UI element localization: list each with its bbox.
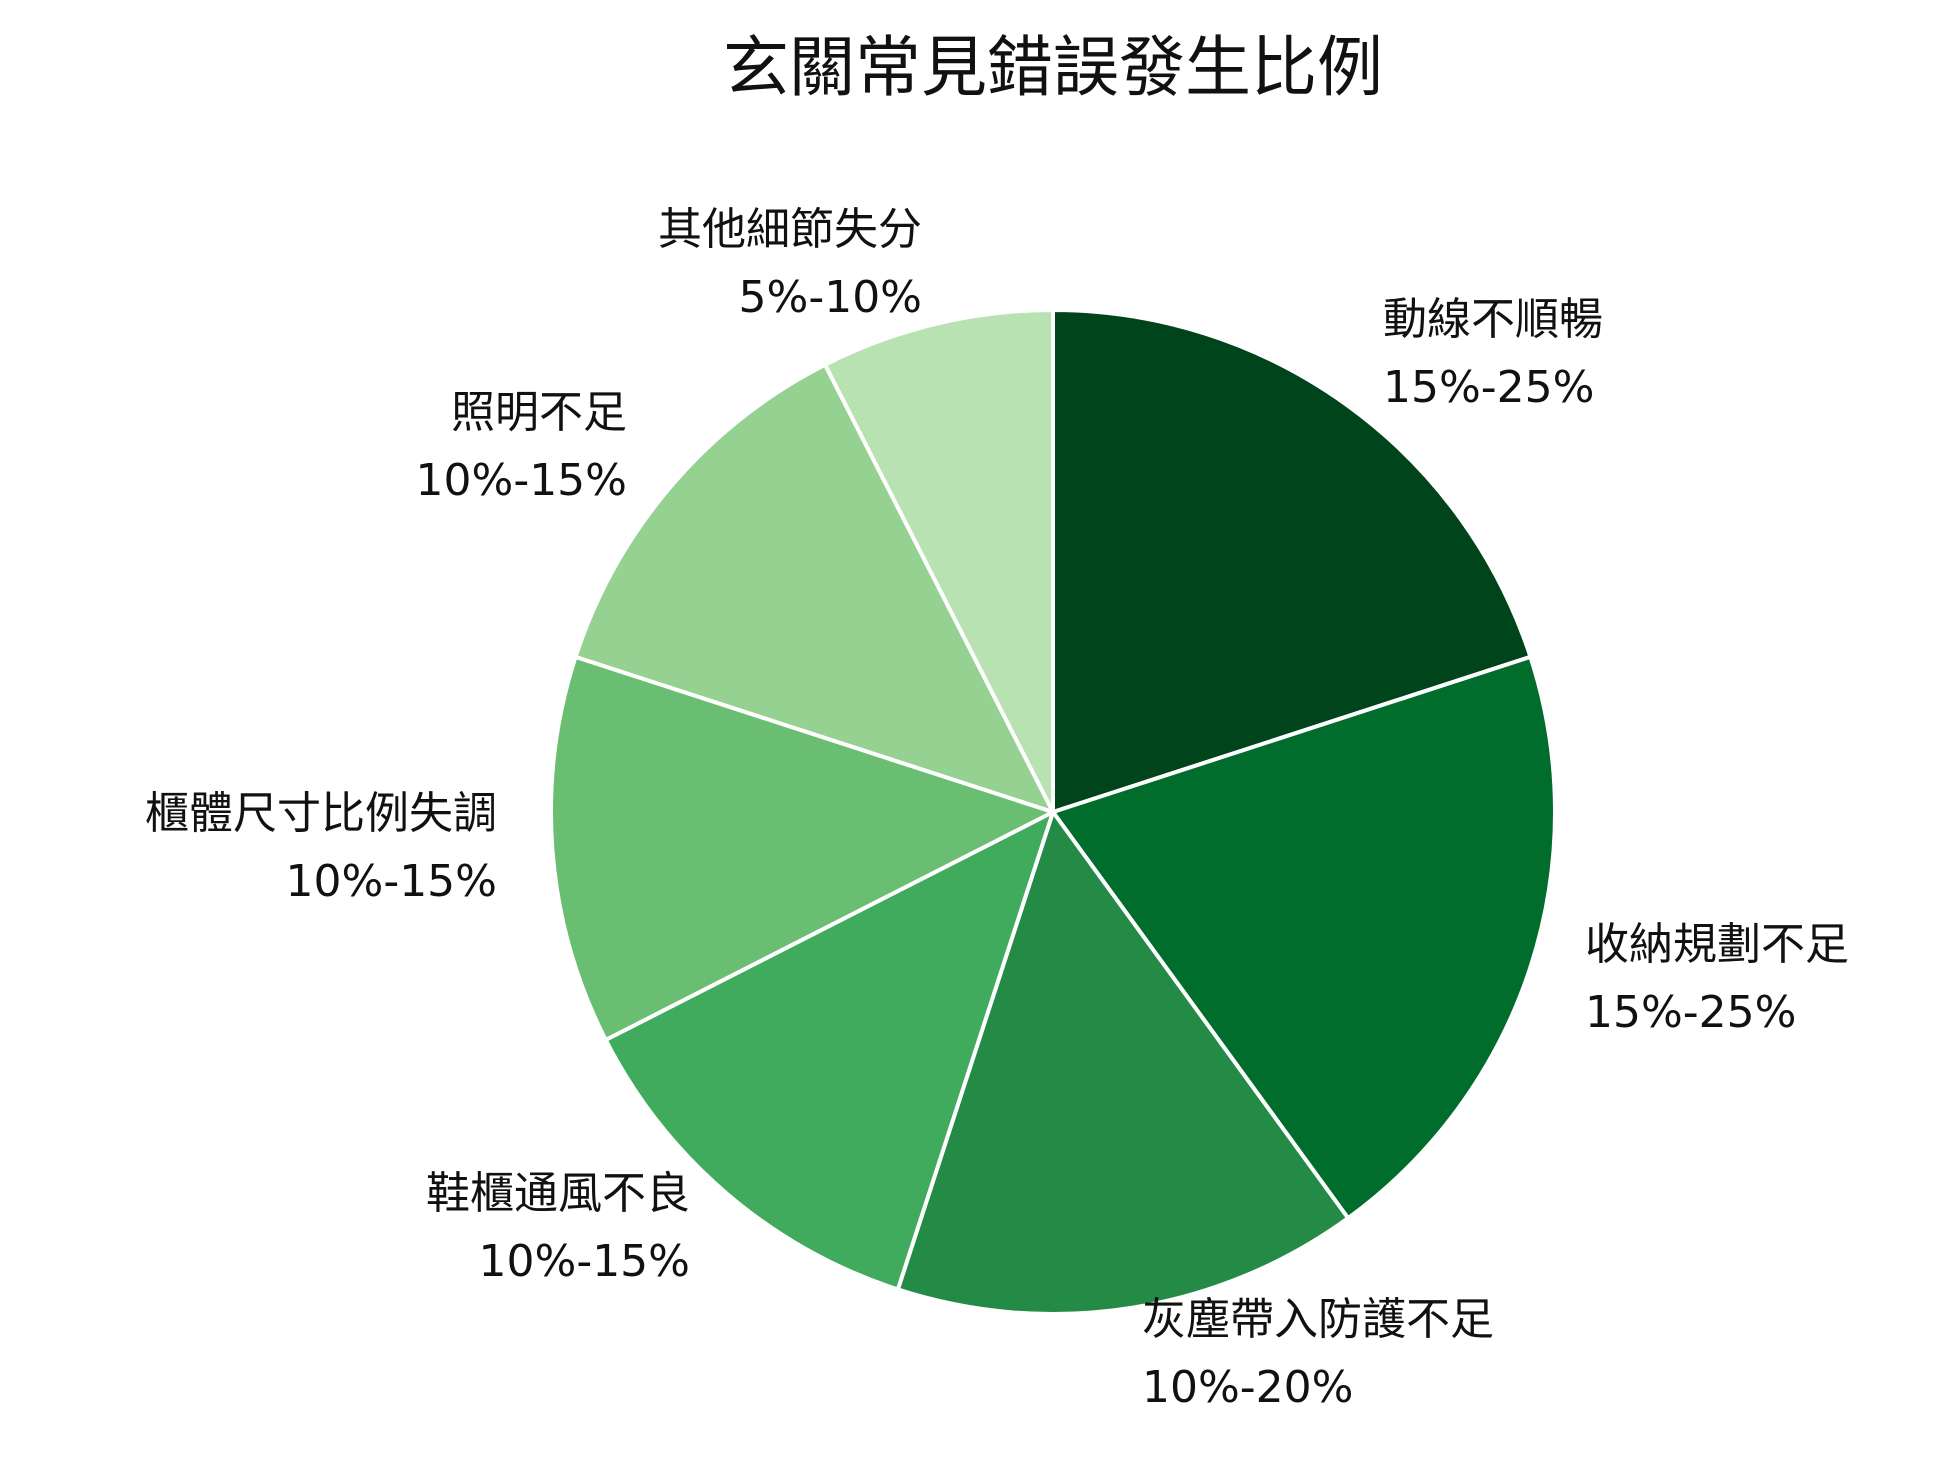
slice-value-label: 10%-20%: [1142, 1362, 1353, 1413]
pie-slice: [895, 810, 1351, 1316]
slice-label: 櫃體尺寸比例失調: [145, 788, 497, 839]
pie-slice: [549, 654, 1055, 1042]
pie-slice: [1051, 308, 1533, 814]
slice-label: 收納規劃不足: [1585, 919, 1849, 970]
pie-slice: [573, 362, 1055, 814]
chart-title: 玄關常見錯誤發生比例: [723, 29, 1383, 106]
slice-value-label: 5%-10%: [739, 272, 922, 323]
slice-label: 鞋櫃通風不良: [426, 1168, 690, 1219]
slice-label: 動線不順暢: [1383, 294, 1603, 345]
slice-label: 照明不足: [451, 387, 627, 438]
slice-value-label: 15%-25%: [1383, 362, 1594, 413]
slice-value-label: 10%-15%: [286, 856, 497, 907]
slice-value-label: 15%-25%: [1585, 987, 1796, 1038]
pie-slice: [603, 810, 1055, 1292]
slice-value-label: 10%-15%: [479, 1236, 690, 1287]
pie-slice: [823, 308, 1055, 814]
slice-label: 灰塵帶入防護不足: [1142, 1294, 1494, 1345]
pie-slice: [1051, 654, 1557, 1221]
slice-value-label: 10%-15%: [416, 455, 627, 506]
slice-label: 其他細節失分: [658, 204, 922, 255]
